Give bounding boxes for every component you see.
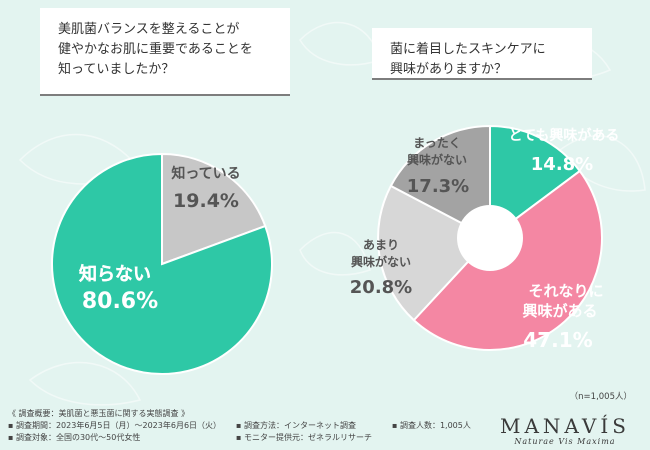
pie2-slice-3 xyxy=(389,124,491,240)
slice-value-sorenari: 47.1% xyxy=(523,328,592,352)
slice-label-sorenari-1: それなりに xyxy=(528,282,603,300)
pie2-slice-2 xyxy=(377,184,492,322)
slice-value-amari: 20.8% xyxy=(350,277,412,298)
question-2-box: 菌に着目したスキンケアに 興味がありますか？ xyxy=(372,28,592,80)
slice-value-shiranai: 80.6% xyxy=(82,289,158,314)
survey-overview: 《 調査概要：美肌菌と悪玉菌に関する実態調査 》 xyxy=(8,409,190,418)
pie1-slice-0 xyxy=(161,152,267,266)
survey-count: ▪ 調査人数：1,005人 xyxy=(392,421,471,430)
survey-method: ▪ 調査方法：インターネット調査 xyxy=(236,421,356,430)
slice-label-amari-2: 興味がない xyxy=(351,254,411,269)
donut-hole xyxy=(457,205,523,271)
slice-value-mattaku: 17.3% xyxy=(407,176,469,197)
pie-chart-1 xyxy=(51,152,273,375)
survey-target: ▪ 調査対象：全国の30代～50代女性 xyxy=(8,433,141,442)
slice-label-shiranai: 知らない xyxy=(79,263,151,285)
slice-label-sorenari-2: 興味がある xyxy=(522,302,597,320)
slice-label-mattaku-1: まったく xyxy=(413,136,461,150)
sample-size-note: （n=1,005人） xyxy=(569,392,632,402)
question-1-box: 美肌菌バランスを整えることが 健やかなお肌に重要であることを 知っていましたか？ xyxy=(40,8,290,96)
pie2-slice-0 xyxy=(489,124,582,240)
brand-logo: MANAVÍS Naturae Vis Maxima xyxy=(500,414,630,446)
pie1-slice-1 xyxy=(51,152,273,375)
slice-label-totemo: とても興味がある xyxy=(509,127,620,144)
slice-label-amari-1: あまり xyxy=(363,238,399,252)
slice-value-shitteiru: 19.4% xyxy=(173,190,239,212)
brand-tagline: Naturae Vis Maxima xyxy=(514,437,616,446)
slice-label-mattaku-2: 興味がない xyxy=(407,152,467,167)
slice-label-shitteiru: 知っている xyxy=(171,165,240,182)
survey-period: ▪ 調査期間：2023年6月5日（月）～2023年6月6日（火） xyxy=(8,421,222,430)
brand-name: MANAVÍS xyxy=(500,414,630,438)
survey-provider: ▪ モニター提供元：ゼネラルリサーチ xyxy=(236,433,372,442)
slice-value-totemo: 14.8% xyxy=(531,154,593,175)
pie-chart-2 xyxy=(377,124,603,351)
